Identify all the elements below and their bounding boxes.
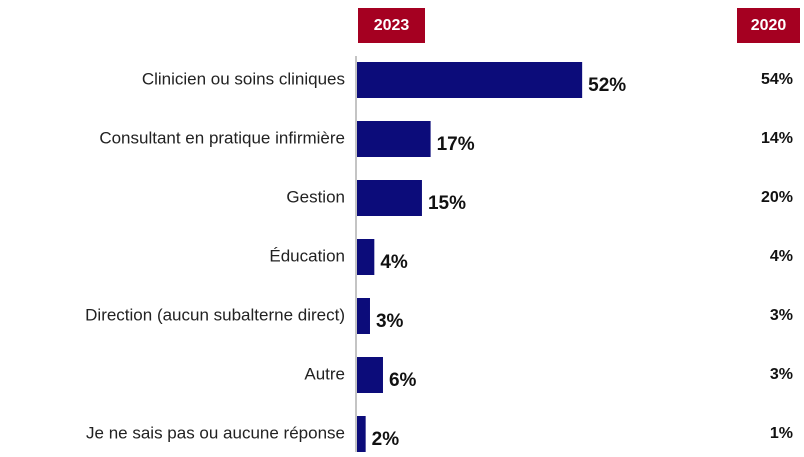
prior-value: 1% (770, 425, 793, 442)
category-label: Éducation (269, 246, 345, 265)
category-label: Consultant en pratique infirmière (99, 128, 345, 147)
bar (357, 416, 366, 452)
bar (357, 239, 375, 275)
value-label: 6% (389, 370, 417, 391)
bar (357, 121, 431, 157)
category-label: Je ne sais pas ou aucune réponse (86, 423, 345, 442)
prior-value: 54% (761, 71, 793, 88)
prior-value: 14% (761, 130, 793, 147)
value-label: 4% (380, 252, 408, 273)
value-label: 52% (588, 75, 626, 96)
prior-value: 3% (770, 307, 793, 324)
category-label: Gestion (286, 187, 345, 206)
bar (357, 298, 370, 334)
category-label: Direction (aucun subalterne direct) (85, 305, 345, 324)
prior-value: 4% (770, 248, 793, 265)
value-label: 15% (428, 193, 466, 214)
value-label: 3% (376, 311, 404, 332)
bar (357, 180, 422, 216)
prior-value: 20% (761, 189, 793, 206)
prior-value: 3% (770, 366, 793, 383)
bar (357, 357, 383, 393)
value-label: 2% (372, 429, 400, 450)
header-label: 2023 (374, 17, 410, 34)
header-label: 2020 (751, 17, 787, 34)
category-label: Autre (304, 364, 345, 383)
category-label: Clinicien ou soins cliniques (142, 69, 345, 88)
bar (357, 62, 583, 98)
value-label: 17% (437, 134, 475, 155)
header-box (737, 8, 800, 43)
header-box (358, 8, 425, 43)
